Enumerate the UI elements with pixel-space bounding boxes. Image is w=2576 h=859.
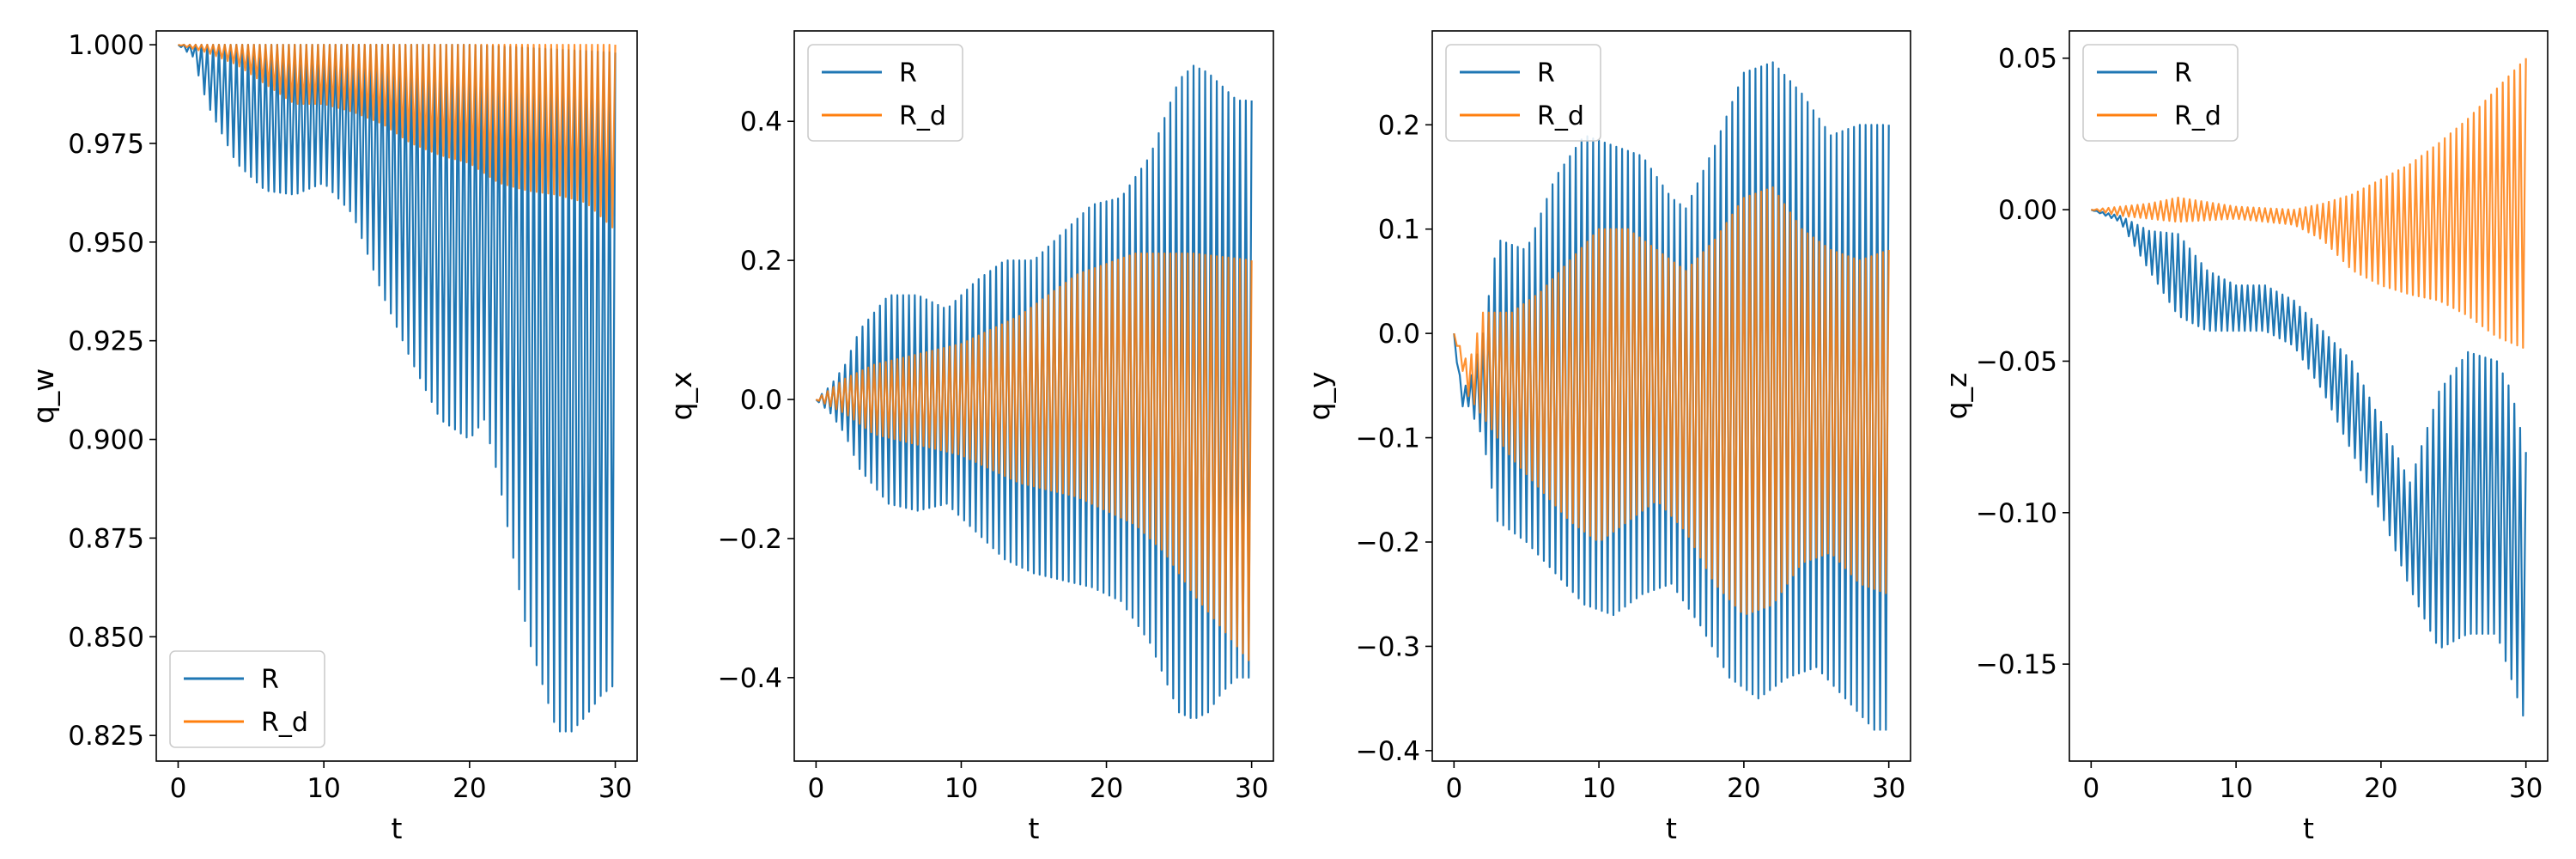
legend-label: R [2174, 58, 2192, 88]
y-tick-label: −0.3 [1356, 631, 1420, 662]
legend-label: R [899, 58, 917, 88]
series-line-r-d [2091, 58, 2527, 350]
panel-q-w: 0 10 20 30 0.825 0.850 0.875 0.900 0.925 0.950 0.9… [27, 30, 638, 845]
y-tick-label: 0.0 [740, 385, 782, 416]
y-tick-label: 0.825 [68, 721, 144, 752]
x-axis-label: t [392, 812, 403, 845]
y-tick-label: 0.1 [1378, 215, 1420, 246]
legend-box [807, 44, 963, 142]
series-line-r [1453, 61, 1890, 731]
axes-frame [155, 30, 638, 762]
x-tick-label: 10 [2219, 773, 2252, 804]
x-tick-label: 20 [1090, 773, 1123, 804]
y-tick-label: 0.05 [1998, 44, 2057, 75]
series-line-r-d [178, 43, 617, 228]
y-axis-label: q_z [1940, 373, 1973, 420]
y-tick-label: −0.2 [1356, 527, 1420, 558]
legend: R R_d [2082, 44, 2239, 142]
y-axis-label: q_x [665, 372, 698, 421]
y-tick-label: 0.2 [740, 246, 782, 277]
x-tick-label: 0 [2082, 773, 2099, 804]
axes-frame [793, 30, 1274, 762]
x-tick-label: 0 [170, 773, 187, 804]
legend-label: R_d [2174, 101, 2221, 131]
series-line-r [2090, 209, 2527, 717]
x-axis-label: t [2303, 812, 2314, 845]
y-tick-label: 0.875 [68, 523, 144, 554]
legend-label: R [1537, 58, 1555, 88]
y-tick-label: −0.4 [1356, 736, 1420, 767]
x-tick-label: 10 [945, 773, 978, 804]
y-tick-label: 0.850 [68, 622, 144, 653]
legend: R R_d [169, 650, 325, 748]
legend-box [1445, 44, 1601, 142]
plot-area [177, 43, 617, 733]
x-tick-label: 10 [1582, 773, 1615, 804]
y-tick-label: 0.950 [68, 228, 144, 259]
x-tick-label: 0 [807, 773, 824, 804]
panel-q-x: 0 10 20 30 −0.4 −0.2 0.0 0.2 0.4 t q_x R R_d [665, 30, 1274, 845]
y-tick-label: 0.2 [1378, 110, 1420, 141]
y-tick-label: −0.1 [1356, 423, 1420, 454]
panel-q-y: 0 10 20 30 −0.4 −0.3 −0.2 −0.1 0.0 0.1 0.2 t q_y R R_d [1303, 30, 1911, 845]
plot-area [1453, 61, 1890, 731]
x-tick-label: 20 [2364, 773, 2397, 804]
x-tick-label: 10 [307, 773, 340, 804]
legend-label: R_d [261, 708, 308, 738]
legend-box [2082, 44, 2239, 142]
plot-area [815, 64, 1253, 719]
panel-q-z: 0 10 20 30 −0.15 −0.10 −0.05 0.00 0.05 t q_z R R_d [1940, 30, 2549, 845]
x-tick-label: 0 [1445, 773, 1462, 804]
series-line-r-d [815, 252, 1253, 661]
series-line-r-d [1453, 186, 1890, 615]
x-axis-label: t [1029, 812, 1040, 845]
x-tick-label: 30 [598, 773, 632, 804]
x-tick-label: 20 [1727, 773, 1760, 804]
y-tick-label: 0.4 [740, 107, 782, 137]
y-tick-label: −0.05 [1976, 346, 2057, 377]
x-tick-label: 30 [2509, 773, 2543, 804]
legend: R R_d [807, 44, 963, 142]
y-tick-label: 0.00 [1998, 195, 2057, 226]
y-tick-label: 0.975 [68, 129, 144, 160]
y-tick-label: 0.925 [68, 326, 144, 357]
y-axis-label: q_y [1303, 372, 1336, 421]
x-axis-label: t [1666, 812, 1677, 845]
series-line-r [177, 43, 617, 733]
x-tick-label: 20 [453, 773, 486, 804]
y-tick-label: −0.4 [718, 663, 782, 694]
x-tick-label: 30 [1235, 773, 1268, 804]
legend-box [169, 650, 325, 748]
legend-label: R_d [1537, 101, 1584, 131]
axes-frame [2069, 30, 2549, 762]
y-tick-label: 0.900 [68, 425, 144, 456]
y-tick-label: 0.0 [1378, 319, 1420, 350]
plot-area [2090, 58, 2527, 717]
x-tick-label: 30 [1872, 773, 1905, 804]
axes-frame [1431, 30, 1911, 762]
y-tick-label: −0.2 [718, 524, 782, 555]
legend: R R_d [1445, 44, 1601, 142]
legend-label: R [261, 665, 279, 695]
legend-label: R_d [899, 101, 946, 131]
y-axis-label: q_w [27, 369, 60, 423]
y-tick-label: −0.10 [1976, 498, 2057, 529]
y-tick-label: 1.000 [68, 30, 144, 61]
y-tick-label: −0.15 [1976, 649, 2057, 680]
series-line-r [815, 64, 1253, 719]
